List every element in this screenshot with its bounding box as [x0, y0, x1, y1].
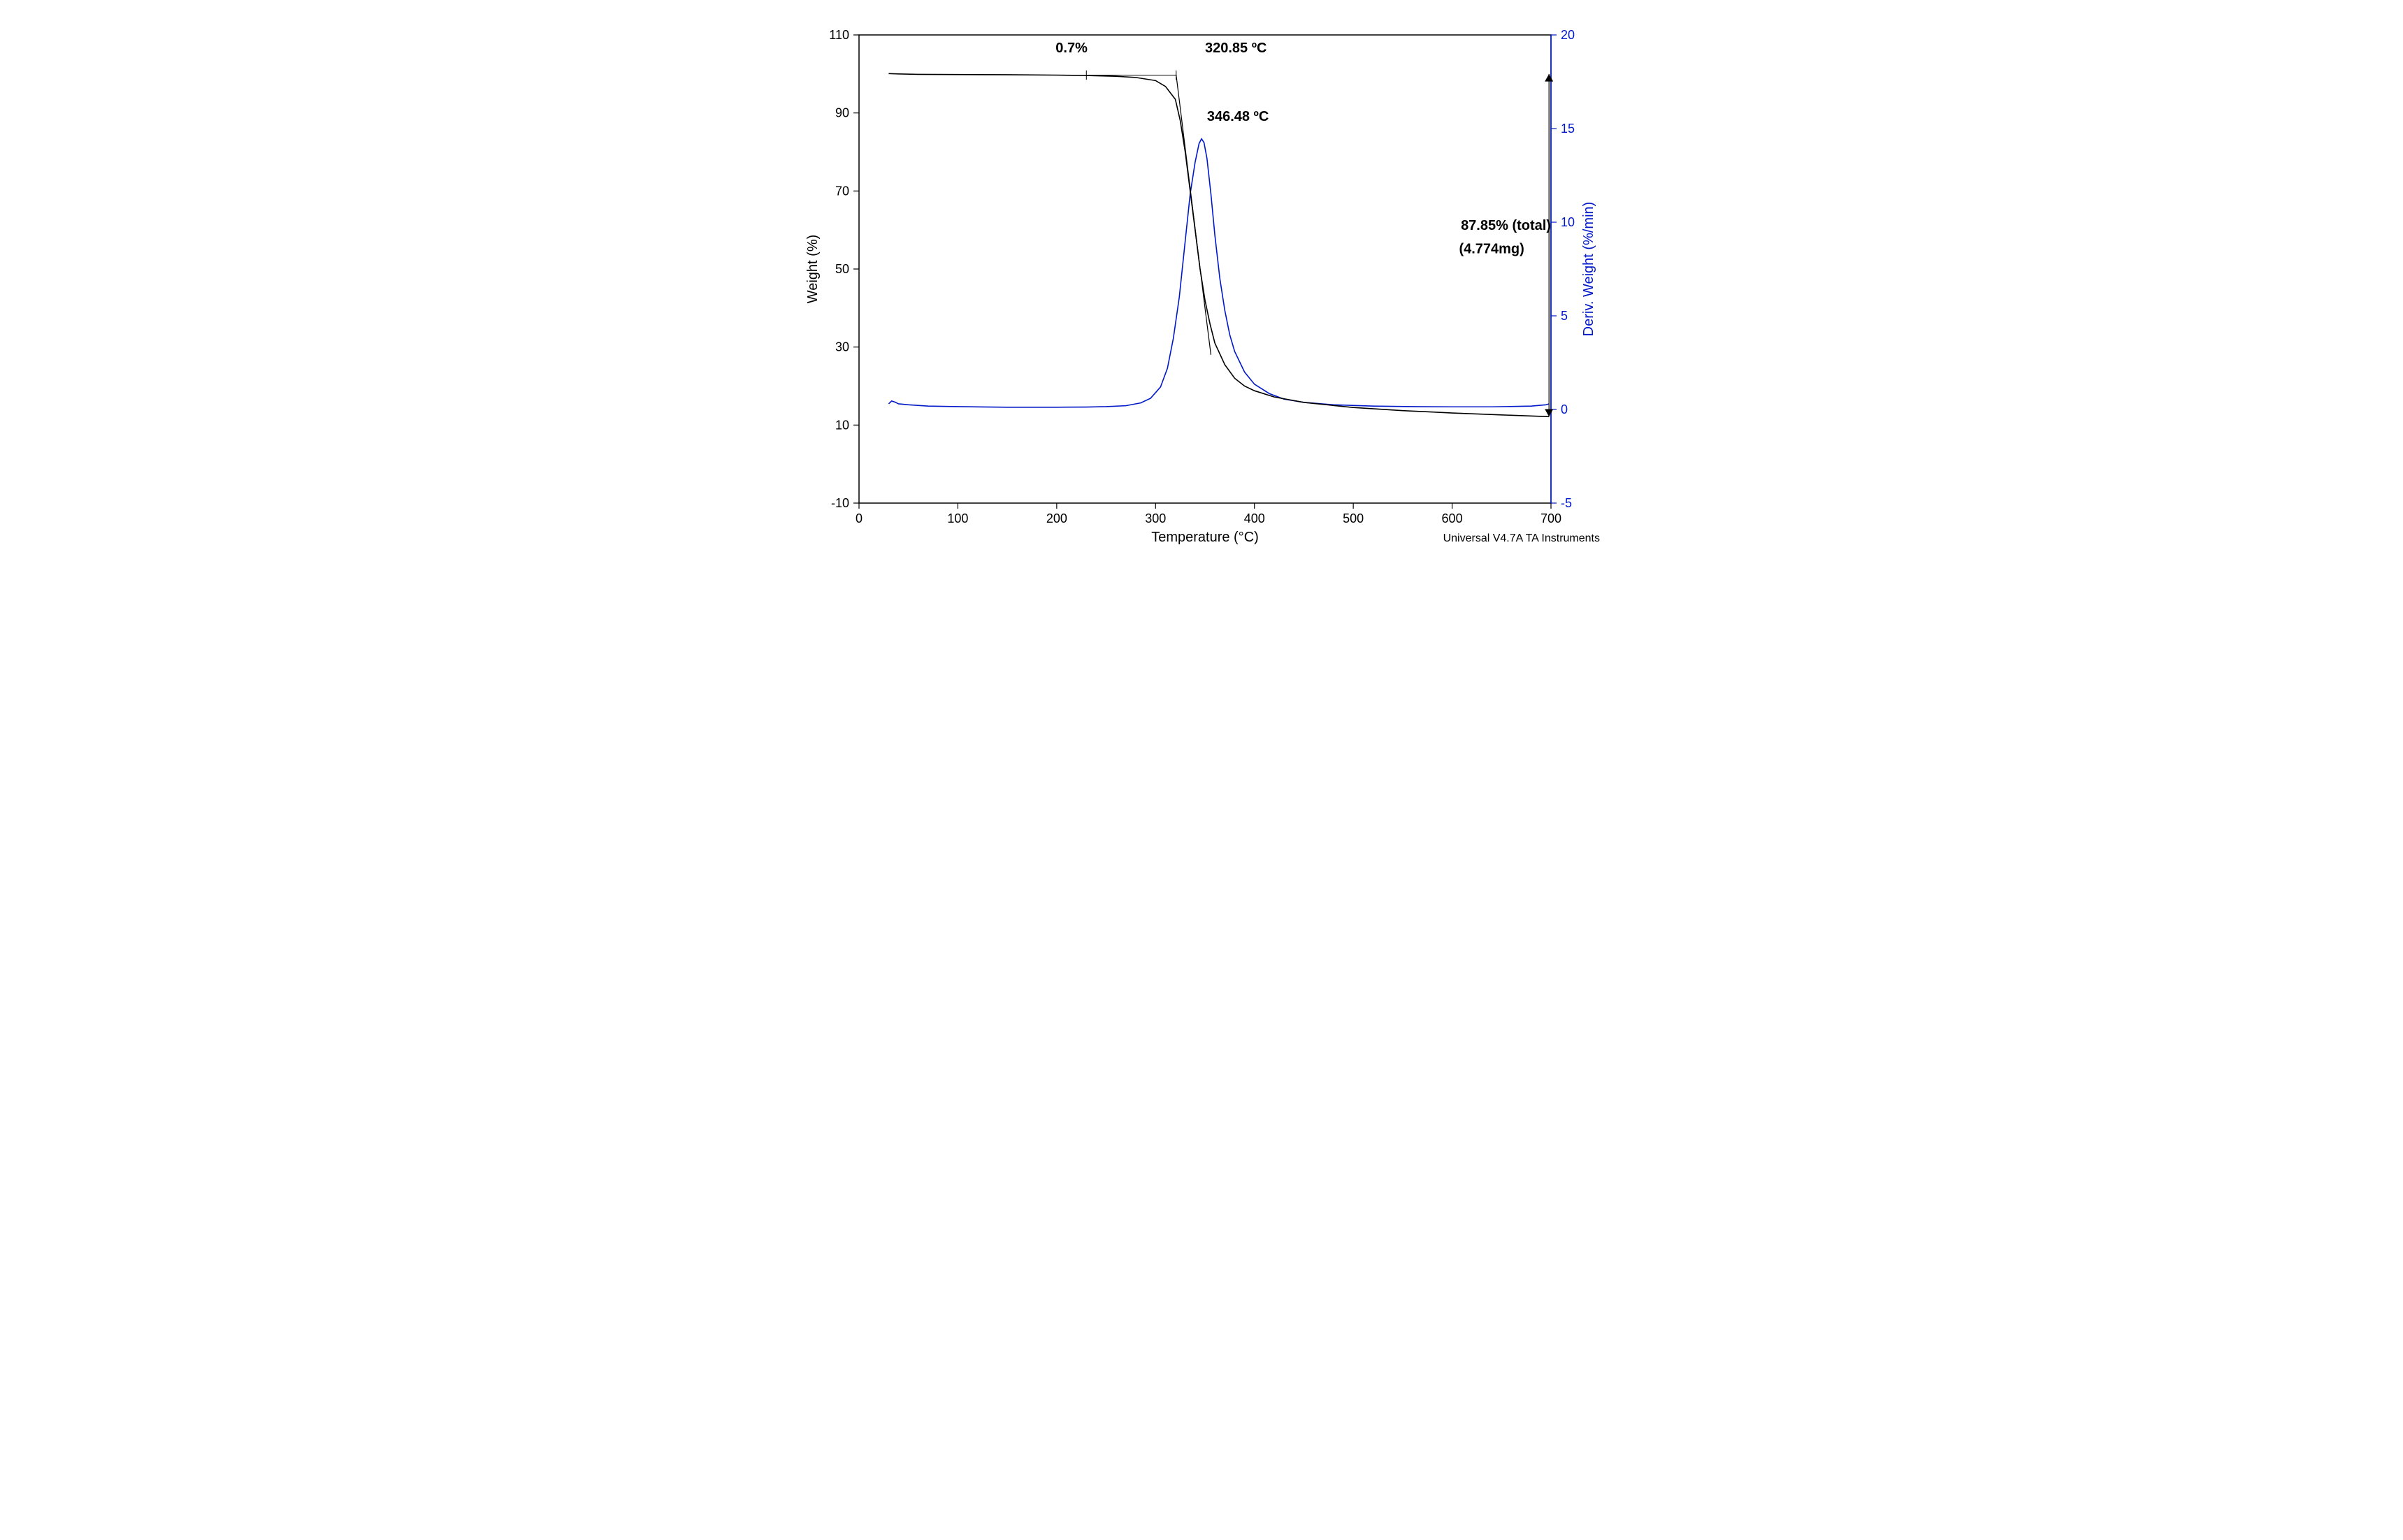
yl-tick-label: 50	[835, 262, 849, 276]
x-tick-label: 0	[856, 511, 863, 525]
yr-tick-label: -5	[1561, 496, 1572, 510]
annotation-total1: 87.85% (total)	[1461, 218, 1551, 233]
x-tick-label: 100	[947, 511, 968, 525]
annotation-peak: 346.48 ºC	[1207, 109, 1269, 124]
yr-tick-label: 0	[1561, 402, 1568, 416]
footer-text: Universal V4.7A TA Instruments	[1443, 532, 1600, 544]
yr-tick-label: 20	[1561, 28, 1575, 42]
yl-tick-label: 110	[829, 28, 849, 42]
chart-svg: 0100200300400500600700Temperature (°C)-1…	[782, 14, 1621, 573]
yl-tick-label: 10	[835, 418, 849, 432]
yl-tick-label: 90	[835, 106, 849, 120]
chart-bg	[782, 14, 1621, 573]
yl-axis-label: Weight (%)	[805, 235, 821, 304]
tga-chart: 0100200300400500600700Temperature (°C)-1…	[782, 14, 1621, 573]
annotation-pct07: 0.7%	[1055, 41, 1088, 56]
annotation-onset: 320.85 ºC	[1205, 41, 1267, 56]
x-axis-label: Temperature (°C)	[1151, 530, 1259, 545]
yr-tick-label: 10	[1561, 215, 1575, 229]
yr-axis-label: Deriv. Weight (%/min)	[1581, 202, 1596, 337]
x-tick-label: 600	[1442, 511, 1463, 525]
x-tick-label: 700	[1540, 511, 1561, 525]
x-tick-label: 400	[1244, 511, 1265, 525]
yr-tick-label: 15	[1561, 122, 1575, 136]
x-tick-label: 200	[1046, 511, 1067, 525]
x-tick-label: 500	[1343, 511, 1364, 525]
yl-tick-label: 70	[835, 184, 849, 198]
annotation-total2: (4.774mg)	[1459, 242, 1524, 257]
yl-tick-label: 30	[835, 340, 849, 354]
yr-tick-label: 5	[1561, 309, 1568, 323]
yl-tick-label: -10	[831, 496, 849, 510]
x-tick-label: 300	[1145, 511, 1166, 525]
